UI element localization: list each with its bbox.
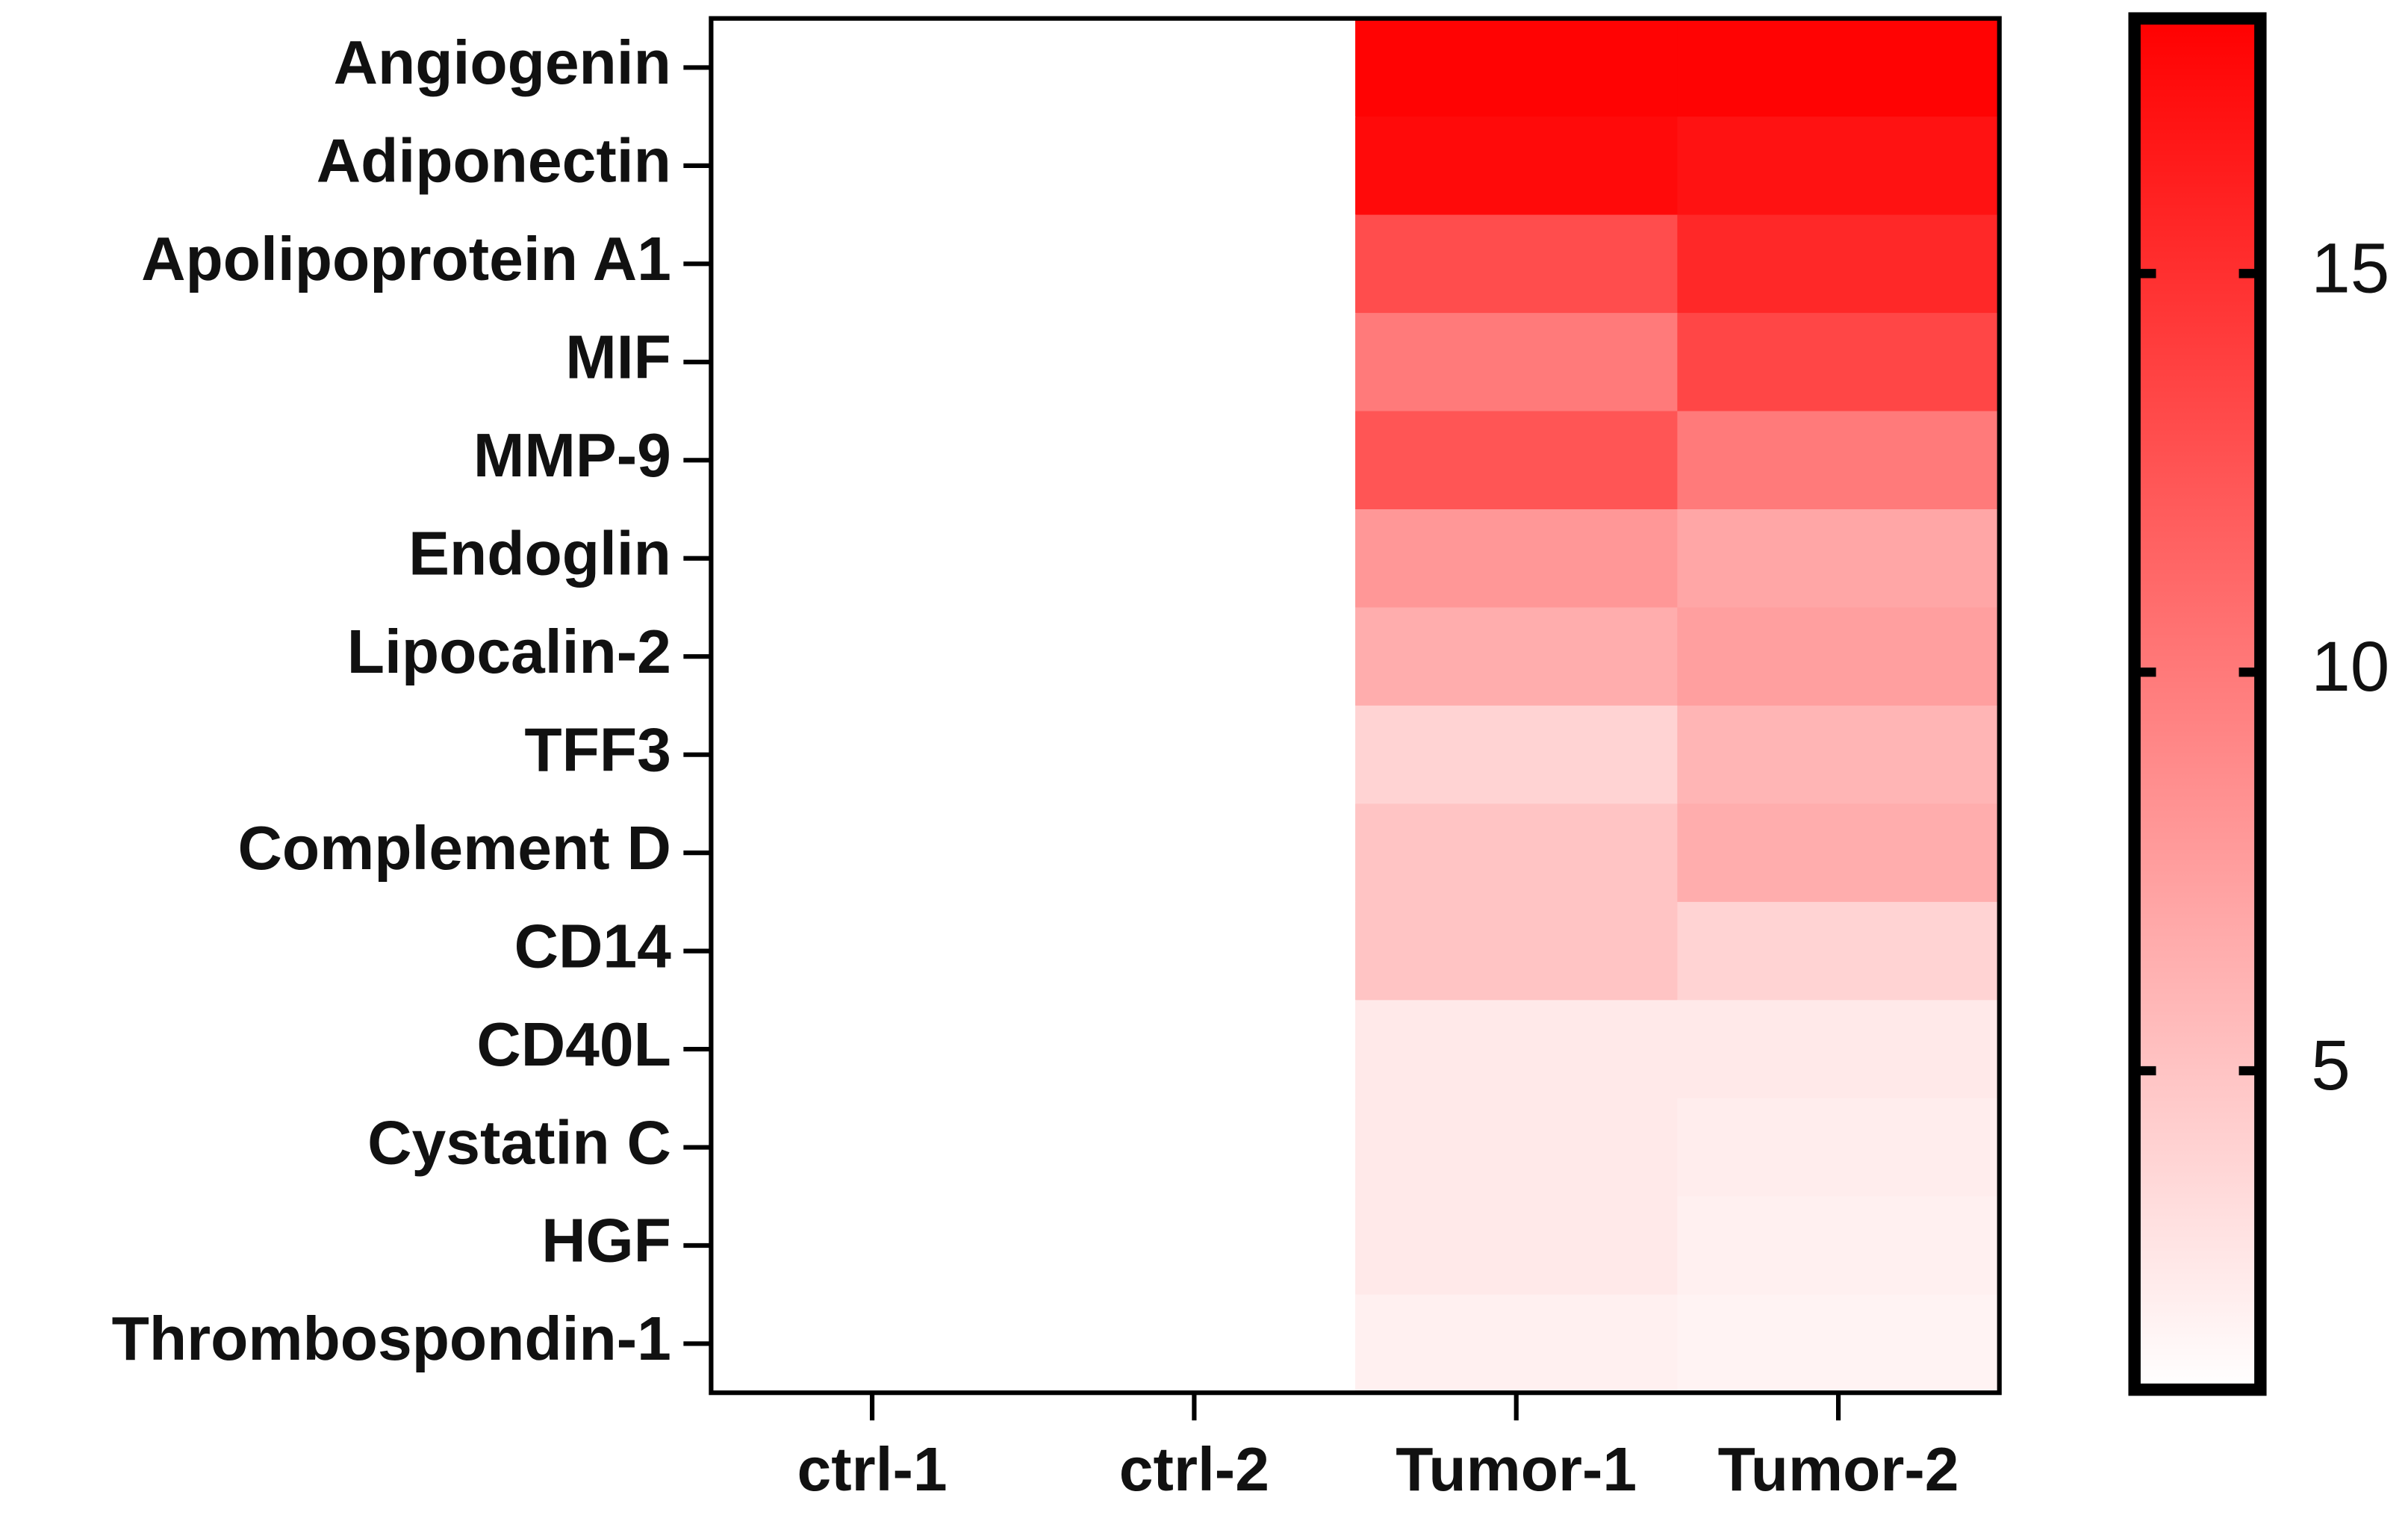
heatmap-cell (711, 901, 1034, 1001)
heatmap-cell (1677, 803, 2000, 903)
heatmap-cell (711, 214, 1034, 314)
heatmap-cell (1355, 901, 1679, 1001)
heatmap-cell (1677, 411, 2000, 511)
heatmap-cell (1355, 607, 1679, 706)
row-label: Endoglin (408, 520, 671, 588)
heatmap-cell (1355, 18, 1679, 118)
heatmap-cell (1677, 607, 2000, 706)
heatmap-cell (1355, 1196, 1679, 1296)
heatmap-cell (1355, 803, 1679, 903)
row-label: CD14 (514, 912, 672, 980)
heatmap-cell (711, 803, 1034, 903)
heatmap-cell (1033, 214, 1357, 314)
heatmap-cell (1677, 1196, 2000, 1296)
row-label: TFF3 (524, 716, 671, 784)
row-label: MMP-9 (473, 422, 671, 490)
colorbar-tick-label: 10 (2311, 627, 2389, 706)
heatmap-cell (1033, 705, 1357, 805)
heatmap-cell (1355, 1294, 1679, 1394)
heatmap-cell (1355, 1098, 1679, 1198)
heatmap-cell (1677, 18, 2000, 118)
heatmap-cell (1677, 116, 2000, 216)
heatmap-cell (1355, 116, 1679, 216)
heatmap-cell (1355, 1000, 1679, 1099)
row-label: CD40L (476, 1011, 671, 1079)
row-label: Adiponectin (317, 128, 671, 196)
heatmap-cell (711, 509, 1034, 609)
heatmap-cell (1033, 116, 1357, 216)
heatmap-cell (711, 411, 1034, 511)
heatmap-cell (711, 1294, 1034, 1394)
heatmap-cell (711, 607, 1034, 706)
heatmap-cell (1677, 1098, 2000, 1198)
heatmap-cell (711, 116, 1034, 216)
heatmap-cell (1355, 313, 1679, 412)
heatmap-cell (711, 705, 1034, 805)
heatmap-cell (1677, 1294, 2000, 1394)
heatmap-cell (711, 1000, 1034, 1099)
heatmap-cell (1355, 509, 1679, 609)
heatmap-cell (1677, 705, 2000, 805)
heatmap-cell (1355, 214, 1679, 314)
heatmap-cell (1355, 705, 1679, 805)
heatmap-cell (711, 313, 1034, 412)
heatmap-cell (1033, 1294, 1357, 1394)
heatmap-cell (1033, 18, 1357, 118)
row-label: MIF (565, 324, 671, 392)
heatmap-cell (1033, 1000, 1357, 1099)
heatmap-cell (711, 1196, 1034, 1296)
row-label: Thrombospondin-1 (112, 1305, 671, 1373)
plot-frame (709, 16, 2002, 1396)
heatmap-cell (1033, 509, 1357, 609)
heatmap-cell (1033, 901, 1357, 1001)
colorbar-tick-label: 15 (2311, 228, 2389, 308)
heatmap-cell (1677, 1000, 2000, 1099)
row-label: Cystatin C (367, 1109, 671, 1177)
heatmap-cell (1033, 411, 1357, 511)
colorbar-tick-label: 5 (2311, 1026, 2351, 1105)
heatmap-cell (1677, 313, 2000, 412)
heatmap-cell (711, 1098, 1034, 1198)
heatmap-cell (1033, 313, 1357, 412)
row-label: Angiogenin (334, 29, 671, 97)
heatmap-cell (1355, 411, 1679, 511)
heatmap-cell (1677, 901, 2000, 1001)
column-label: Tumor-2 (1718, 1436, 1959, 1504)
heatmap-cell (1677, 509, 2000, 609)
column-label: ctrl-2 (1119, 1436, 1269, 1504)
column-label: Tumor-1 (1396, 1436, 1637, 1504)
row-label: Lipocalin-2 (347, 618, 671, 686)
heatmap-cell (711, 18, 1034, 118)
colorbar (2128, 12, 2267, 1396)
heatmap-cell (1033, 1098, 1357, 1198)
row-label: Complement D (238, 815, 671, 883)
heatmap-cell (1033, 607, 1357, 706)
heatmap-cell (1677, 214, 2000, 314)
row-label: HGF (541, 1207, 671, 1275)
column-label: ctrl-1 (797, 1436, 947, 1504)
row-label: Apolipoprotein A1 (141, 226, 671, 293)
heatmap-cell (1033, 803, 1357, 903)
heatmap-cell (1033, 1196, 1357, 1296)
